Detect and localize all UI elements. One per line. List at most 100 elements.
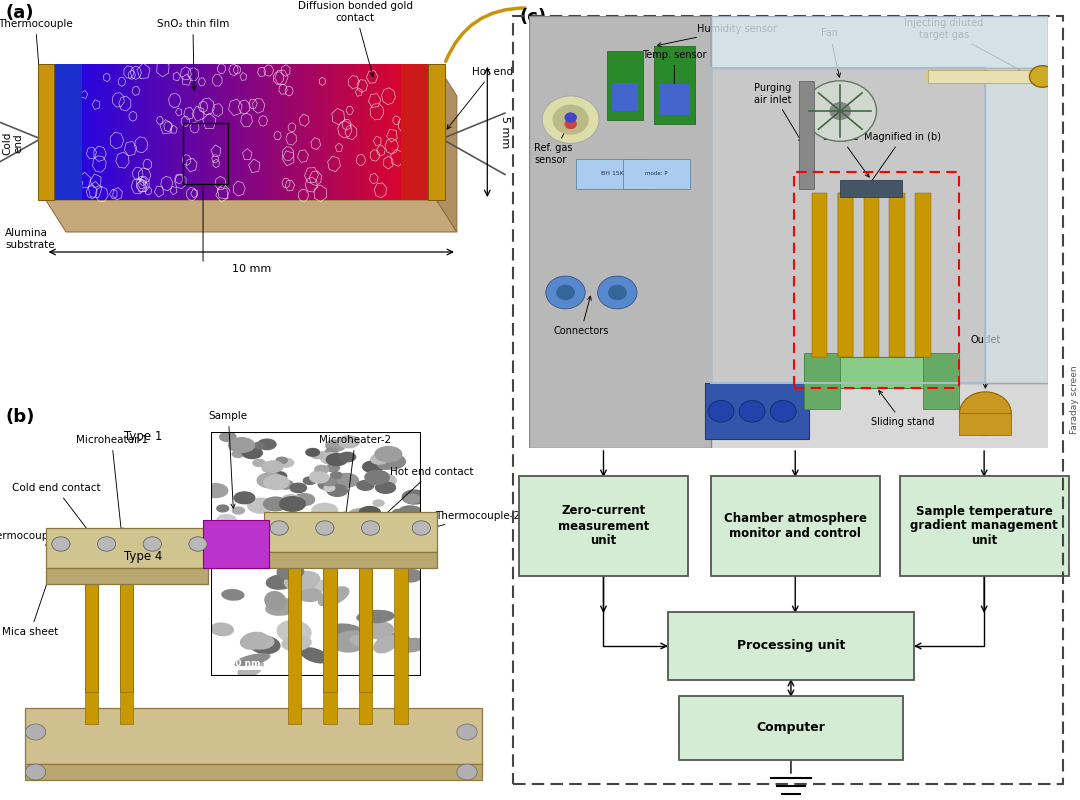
Circle shape	[404, 494, 420, 503]
Bar	[838, 193, 853, 358]
Circle shape	[264, 497, 287, 510]
Bar	[368, 64, 369, 200]
Bar	[183, 122, 228, 184]
Bar	[799, 81, 814, 189]
Bar	[161, 64, 163, 200]
Bar	[302, 64, 303, 200]
Circle shape	[342, 521, 367, 534]
Bar	[127, 64, 129, 200]
Ellipse shape	[221, 589, 244, 601]
Ellipse shape	[276, 620, 312, 643]
Circle shape	[545, 276, 585, 309]
Circle shape	[356, 481, 374, 490]
Bar	[129, 64, 130, 200]
Bar	[202, 64, 204, 200]
Circle shape	[319, 451, 333, 459]
FancyBboxPatch shape	[900, 476, 1068, 576]
Bar	[52, 64, 54, 200]
Bar	[266, 64, 268, 200]
Bar	[363, 64, 365, 200]
Text: Microheater-1: Microheater-1	[76, 435, 148, 532]
Circle shape	[597, 276, 637, 309]
Bar	[280, 64, 282, 200]
Bar	[377, 64, 379, 200]
Bar	[178, 64, 180, 200]
Text: Ref. gas
sensor: Ref. gas sensor	[535, 123, 572, 165]
Bar	[221, 542, 264, 546]
Bar	[133, 64, 135, 200]
Bar	[166, 64, 167, 200]
Bar	[711, 16, 1048, 383]
Bar	[191, 64, 192, 200]
Ellipse shape	[295, 587, 323, 602]
Bar	[339, 64, 341, 200]
Bar	[143, 64, 144, 200]
Circle shape	[334, 474, 359, 487]
FancyBboxPatch shape	[519, 476, 688, 576]
Bar	[210, 64, 212, 200]
Ellipse shape	[356, 610, 395, 624]
Bar	[56, 64, 58, 200]
Ellipse shape	[373, 635, 399, 654]
Text: Computer: Computer	[756, 722, 825, 734]
Bar	[264, 64, 265, 200]
Bar	[201, 64, 202, 200]
Bar	[607, 50, 644, 120]
Circle shape	[276, 458, 287, 464]
Bar	[408, 64, 410, 200]
Ellipse shape	[238, 658, 264, 678]
Bar	[226, 64, 227, 200]
Bar	[62, 64, 63, 200]
Circle shape	[338, 540, 352, 548]
Bar	[91, 64, 93, 200]
Bar	[402, 64, 404, 200]
Bar	[397, 64, 399, 200]
Ellipse shape	[276, 564, 305, 580]
Bar	[203, 520, 269, 568]
Bar	[181, 64, 184, 200]
Bar	[175, 64, 177, 200]
Bar	[233, 64, 234, 200]
Circle shape	[319, 479, 337, 490]
Ellipse shape	[367, 622, 394, 639]
Bar	[45, 64, 48, 200]
Bar	[323, 64, 324, 200]
Bar	[283, 64, 285, 200]
Bar	[107, 64, 108, 200]
Bar	[804, 358, 959, 387]
Bar	[238, 64, 240, 200]
Bar	[213, 64, 215, 200]
Bar	[330, 64, 332, 200]
Bar	[206, 64, 208, 200]
Bar	[38, 64, 54, 200]
Text: Magnified in (b): Magnified in (b)	[864, 132, 941, 186]
Bar	[159, 64, 160, 200]
Bar	[260, 64, 261, 200]
Circle shape	[347, 524, 359, 530]
Bar	[529, 16, 711, 448]
Bar	[407, 64, 408, 200]
Text: 10 mm: 10 mm	[231, 264, 271, 274]
Ellipse shape	[300, 647, 329, 663]
Bar	[212, 64, 213, 200]
Text: Fan: Fan	[822, 28, 840, 77]
Text: Zero-current
measurement
unit: Zero-current measurement unit	[557, 505, 649, 547]
Bar	[153, 64, 156, 200]
Bar	[152, 64, 153, 200]
Bar	[240, 64, 241, 200]
Bar	[132, 64, 133, 200]
Bar	[705, 383, 809, 439]
Bar	[430, 64, 432, 200]
Text: Mica sheet: Mica sheet	[2, 575, 58, 637]
Text: Sample: Sample	[208, 411, 248, 508]
Bar	[116, 64, 118, 200]
Bar	[177, 64, 178, 200]
Bar	[376, 64, 377, 200]
Circle shape	[326, 454, 347, 466]
Circle shape	[270, 521, 288, 535]
Circle shape	[321, 453, 340, 464]
Circle shape	[396, 529, 409, 536]
Bar	[86, 64, 87, 200]
Bar	[426, 64, 428, 200]
Bar	[356, 64, 359, 200]
